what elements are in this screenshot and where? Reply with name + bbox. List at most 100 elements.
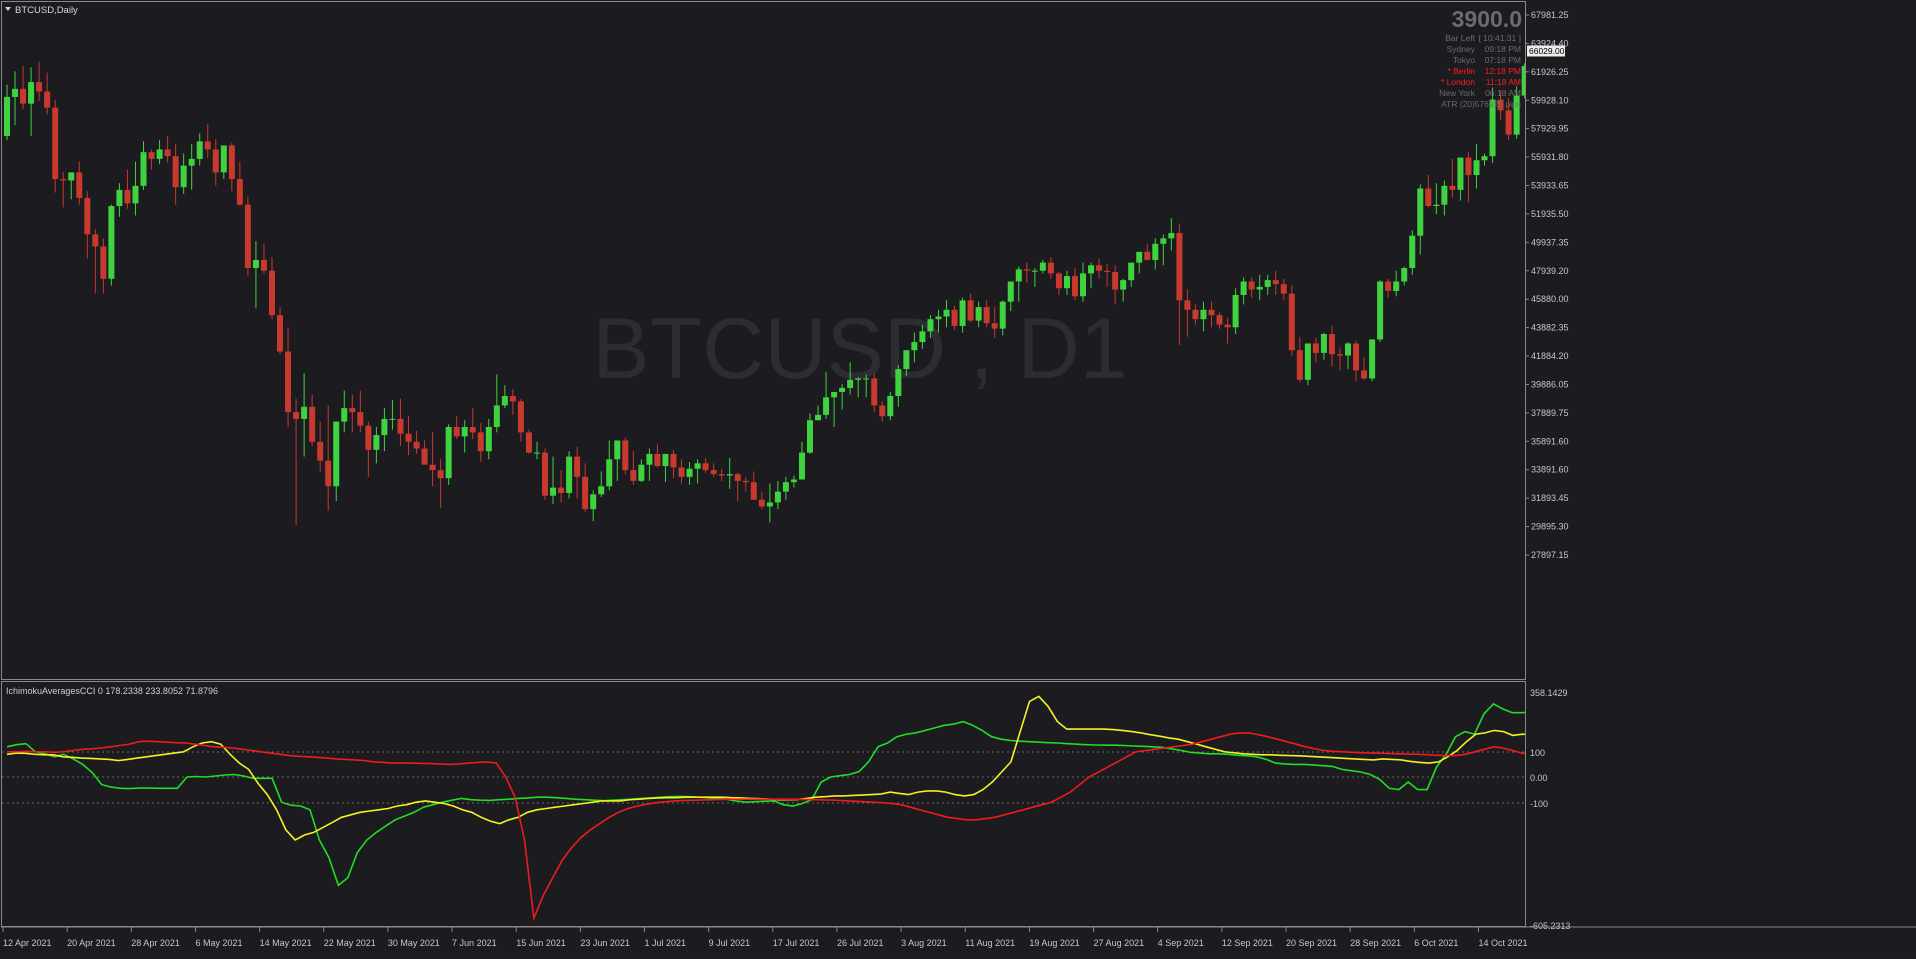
candle-body bbox=[501, 395, 508, 406]
candle-body bbox=[622, 440, 629, 471]
candle-body bbox=[365, 425, 372, 450]
candle-body bbox=[124, 189, 131, 204]
price-axis-label: 63924.40 bbox=[1531, 38, 1569, 48]
candle-body bbox=[718, 474, 725, 476]
indicator-panel[interactable] bbox=[1, 681, 1526, 927]
candle-body bbox=[397, 418, 404, 434]
candle-body bbox=[798, 452, 805, 480]
candle-body bbox=[758, 499, 765, 507]
candle-body bbox=[196, 141, 203, 159]
candle-body bbox=[212, 149, 219, 173]
info-row-value: 11:18 AM bbox=[1486, 77, 1521, 87]
price-axis-label: 45880.00 bbox=[1531, 294, 1569, 304]
time-axis-label: 7 Jun 2021 bbox=[452, 938, 497, 948]
candle-body bbox=[1192, 309, 1199, 320]
time-axis-label: 28 Sep 2021 bbox=[1350, 938, 1401, 948]
candle-body bbox=[1023, 269, 1030, 271]
price-axis-label: 33891.60 bbox=[1531, 465, 1569, 475]
candle-body bbox=[285, 351, 292, 413]
candle-body bbox=[1208, 309, 1215, 316]
candle-body bbox=[68, 172, 75, 181]
candle-body bbox=[1288, 293, 1295, 351]
candle-body bbox=[28, 82, 35, 104]
candle-body bbox=[1160, 238, 1167, 244]
candle-body bbox=[493, 405, 500, 427]
candle-body bbox=[1425, 188, 1432, 207]
candle-body bbox=[445, 426, 452, 479]
info-row-value: 06:18 AM bbox=[1485, 88, 1521, 98]
price-axis-label: 61926.25 bbox=[1531, 67, 1569, 77]
candle-body bbox=[357, 412, 364, 426]
candle-body bbox=[389, 418, 396, 420]
candle-body bbox=[4, 96, 10, 136]
time-axis-label: 6 May 2021 bbox=[195, 938, 242, 948]
candle-body bbox=[1513, 95, 1520, 135]
symbol-title: BTCUSD,Daily bbox=[15, 5, 78, 16]
candle-body bbox=[236, 179, 243, 205]
candle-body bbox=[260, 259, 267, 271]
candle-body bbox=[582, 476, 589, 510]
info-row-label: Sydney bbox=[1447, 44, 1476, 54]
candle-body bbox=[1385, 281, 1392, 291]
candle-body bbox=[734, 474, 741, 481]
candle-body bbox=[44, 91, 51, 108]
price-axis-label: 67981.25 bbox=[1531, 10, 1569, 20]
candle-body bbox=[1080, 273, 1087, 297]
candle-body bbox=[863, 378, 870, 380]
candle-body bbox=[1047, 262, 1054, 274]
candle-body bbox=[301, 406, 308, 419]
candle-body bbox=[341, 408, 348, 422]
candle-body bbox=[1015, 269, 1022, 282]
price-axis-label: 55931.80 bbox=[1531, 152, 1569, 162]
candle-body bbox=[36, 82, 43, 92]
candle-body bbox=[188, 158, 195, 166]
candle-body bbox=[967, 300, 974, 321]
candle-body bbox=[1256, 286, 1263, 290]
info-row-value: 09:18 PM bbox=[1485, 44, 1521, 54]
candle-body bbox=[1505, 110, 1512, 135]
ind-axis-0: 0.00 bbox=[1530, 773, 1548, 783]
candle-body bbox=[156, 149, 163, 159]
ind-axis-bottom: -605.2313 bbox=[1530, 921, 1571, 931]
candle-body bbox=[919, 331, 926, 343]
candle-body bbox=[180, 165, 187, 188]
time-axis-label: 28 Apr 2021 bbox=[131, 938, 180, 948]
candle-body bbox=[614, 440, 621, 460]
info-row-label: * London bbox=[1441, 77, 1475, 87]
candle-body bbox=[1497, 99, 1504, 111]
candle-body bbox=[277, 315, 284, 352]
candle-body bbox=[903, 350, 910, 370]
time-axis-label: 26 Jul 2021 bbox=[837, 938, 884, 948]
candle-body bbox=[1361, 370, 1368, 379]
time-axis-label: 15 Jun 2021 bbox=[516, 938, 566, 948]
candle-body bbox=[790, 479, 797, 483]
candle-body bbox=[100, 246, 107, 279]
price-panel[interactable] bbox=[1, 1, 1526, 680]
candle-body bbox=[782, 482, 789, 492]
price-axis-label: 47939.20 bbox=[1531, 266, 1569, 276]
candle-body bbox=[1007, 281, 1014, 302]
candle-body bbox=[509, 395, 516, 402]
candle-body bbox=[1112, 272, 1119, 290]
candle-body bbox=[52, 107, 59, 180]
candle-body bbox=[815, 414, 822, 421]
candle-body bbox=[293, 412, 300, 419]
cci-line-2 bbox=[7, 732, 1525, 922]
candle-body bbox=[517, 401, 524, 433]
candle-body bbox=[1031, 270, 1038, 272]
info-row-value: 07:18 PM bbox=[1485, 55, 1521, 65]
time-axis-label: 6 Oct 2021 bbox=[1414, 938, 1458, 948]
collapse-triangle-icon[interactable] bbox=[5, 7, 11, 11]
candle-body bbox=[309, 406, 316, 442]
price-axis-label: 39886.05 bbox=[1531, 379, 1569, 389]
time-axis-label: 22 May 2021 bbox=[324, 938, 376, 948]
candle-body bbox=[1312, 343, 1319, 353]
candle-body bbox=[1521, 65, 1525, 96]
candle-body bbox=[60, 179, 67, 181]
candle-body bbox=[1152, 243, 1159, 260]
cci-series bbox=[6, 695, 1525, 922]
candle-body bbox=[1336, 354, 1343, 356]
candle-body bbox=[1088, 265, 1095, 274]
